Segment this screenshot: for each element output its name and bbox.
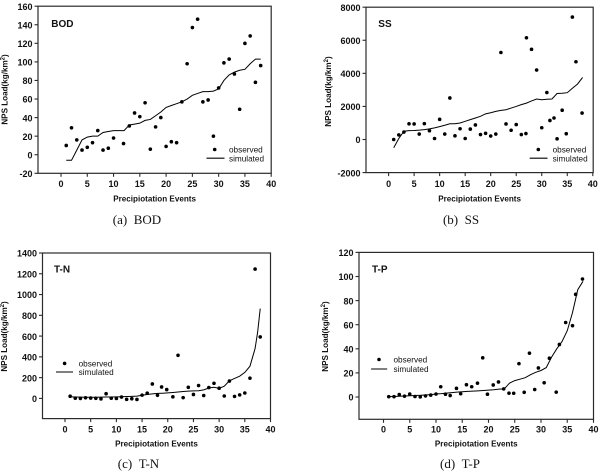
svg-text:30: 30 <box>214 425 224 435</box>
svg-text:20: 20 <box>163 425 173 435</box>
svg-text:160: 160 <box>17 2 32 12</box>
svg-text:40: 40 <box>265 425 275 435</box>
svg-text:200: 200 <box>22 373 37 383</box>
svg-text:5: 5 <box>85 179 90 189</box>
svg-text:Precipiotation Events: Precipiotation Events <box>438 195 521 204</box>
svg-text:20: 20 <box>483 425 493 435</box>
svg-text:15: 15 <box>135 179 145 189</box>
svg-text:10: 10 <box>111 425 121 435</box>
svg-text:NPS Load(kg/km2): NPS Load(kg/km2) <box>324 56 333 127</box>
svg-text:40: 40 <box>588 179 598 189</box>
svg-text:T-P: T-P <box>372 264 388 275</box>
svg-text:0: 0 <box>58 179 63 189</box>
svg-text:20: 20 <box>161 179 171 189</box>
svg-text:simulated: simulated <box>79 368 114 377</box>
svg-text:120: 120 <box>17 39 32 49</box>
svg-text:25: 25 <box>511 179 521 189</box>
svg-text:0: 0 <box>62 425 67 435</box>
svg-text:4000: 4000 <box>340 69 360 79</box>
svg-text:25: 25 <box>187 179 197 189</box>
svg-text:10: 10 <box>435 179 445 189</box>
svg-text:40: 40 <box>266 179 276 189</box>
svg-text:0: 0 <box>386 179 391 189</box>
svg-text:-20: -20 <box>19 169 32 179</box>
svg-text:1200: 1200 <box>17 269 37 279</box>
svg-text:Precipiotation Events: Precipiotation Events <box>115 440 198 449</box>
svg-text:(c) T-N: (c) T-N <box>118 456 160 471</box>
svg-text:40: 40 <box>343 345 353 355</box>
svg-text:30: 30 <box>537 179 547 189</box>
svg-text:NPS Load(kg/km2): NPS Load(kg/km2) <box>1 54 10 125</box>
svg-text:15: 15 <box>457 425 467 435</box>
svg-text:SS: SS <box>378 19 392 30</box>
svg-text:simulated: simulated <box>229 154 264 163</box>
svg-text:6000: 6000 <box>340 36 360 46</box>
svg-text:observed: observed <box>394 356 428 365</box>
svg-text:2000: 2000 <box>340 102 360 112</box>
svg-text:100: 100 <box>338 272 353 282</box>
svg-text:10: 10 <box>109 179 119 189</box>
svg-text:800: 800 <box>22 311 37 321</box>
svg-text:15: 15 <box>137 425 147 435</box>
svg-text:0: 0 <box>355 135 360 145</box>
svg-text:(b) SS: (b) SS <box>443 212 479 227</box>
svg-text:1000: 1000 <box>17 290 37 300</box>
svg-text:Precipiotation Events: Precipiotation Events <box>113 195 196 204</box>
svg-text:60: 60 <box>22 95 32 105</box>
svg-text:35: 35 <box>562 179 572 189</box>
svg-text:400: 400 <box>22 353 37 363</box>
svg-text:140: 140 <box>17 20 32 30</box>
svg-text:(d) T-P: (d) T-P <box>440 456 480 471</box>
svg-text:20: 20 <box>343 369 353 379</box>
svg-text:8000: 8000 <box>340 3 360 13</box>
svg-text:T-N: T-N <box>54 264 70 275</box>
svg-text:observed: observed <box>229 146 263 155</box>
svg-text:0: 0 <box>27 150 32 160</box>
svg-text:25: 25 <box>188 425 198 435</box>
svg-text:30: 30 <box>214 179 224 189</box>
svg-text:NPS Load(kg/km2): NPS Load(kg/km2) <box>0 301 9 372</box>
svg-text:25: 25 <box>510 425 520 435</box>
svg-text:5: 5 <box>88 425 93 435</box>
svg-text:5: 5 <box>412 179 417 189</box>
svg-text:0: 0 <box>348 393 353 403</box>
svg-text:observed: observed <box>79 359 113 368</box>
svg-text:120: 120 <box>338 248 353 258</box>
svg-text:30: 30 <box>536 425 546 435</box>
svg-text:1400: 1400 <box>17 249 37 259</box>
svg-text:10: 10 <box>431 425 441 435</box>
svg-text:simulated: simulated <box>394 365 429 374</box>
svg-text:35: 35 <box>240 179 250 189</box>
svg-text:600: 600 <box>22 332 37 342</box>
svg-text:35: 35 <box>562 425 572 435</box>
svg-text:(a) BOD: (a) BOD <box>113 212 161 227</box>
svg-text:20: 20 <box>486 179 496 189</box>
svg-text:60: 60 <box>343 320 353 330</box>
svg-text:20: 20 <box>22 132 32 142</box>
svg-text:NPS Load(kg/km2): NPS Load(kg/km2) <box>321 301 330 372</box>
svg-text:observed: observed <box>553 146 587 155</box>
svg-text:80: 80 <box>343 296 353 306</box>
svg-text:Precipiotation Events: Precipiotation Events <box>435 440 518 449</box>
svg-text:0: 0 <box>381 425 386 435</box>
svg-text:simulated: simulated <box>553 154 588 163</box>
svg-text:100: 100 <box>17 58 32 68</box>
svg-text:80: 80 <box>22 76 32 86</box>
svg-text:0: 0 <box>32 394 37 404</box>
svg-text:-2000: -2000 <box>337 168 360 178</box>
svg-text:15: 15 <box>460 179 470 189</box>
svg-text:35: 35 <box>240 425 250 435</box>
svg-text:5: 5 <box>407 425 412 435</box>
svg-text:40: 40 <box>588 425 598 435</box>
svg-text:40: 40 <box>22 113 32 123</box>
svg-text:BOD: BOD <box>51 19 73 30</box>
